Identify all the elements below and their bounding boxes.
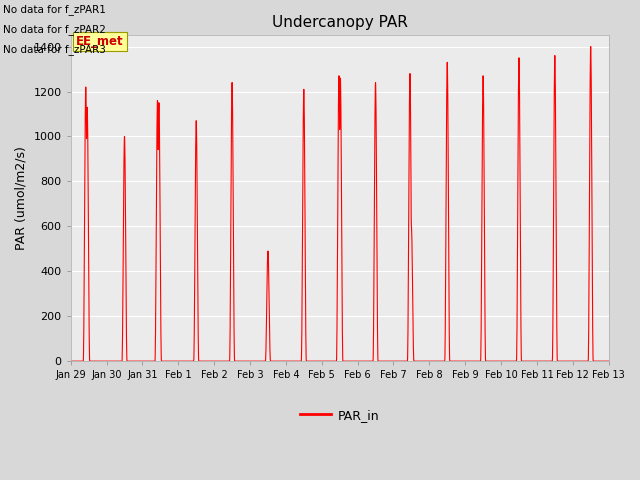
Text: No data for f_zPAR3: No data for f_zPAR3 (3, 44, 106, 55)
Text: No data for f_zPAR1: No data for f_zPAR1 (3, 4, 106, 15)
Text: EE_met: EE_met (76, 35, 124, 48)
Legend: PAR_in: PAR_in (295, 404, 384, 427)
Title: Undercanopy PAR: Undercanopy PAR (272, 15, 408, 30)
Y-axis label: PAR (umol/m2/s): PAR (umol/m2/s) (15, 146, 28, 250)
Text: No data for f_zPAR2: No data for f_zPAR2 (3, 24, 106, 35)
